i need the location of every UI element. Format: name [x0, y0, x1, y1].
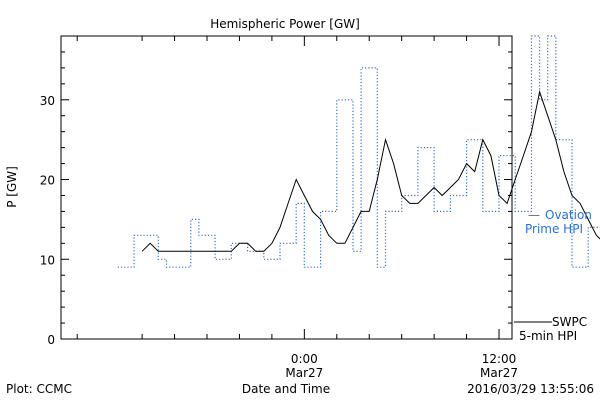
legend-ovation-line1: Ovation [545, 208, 592, 222]
series-ovation-line [117, 35, 600, 268]
legend-swpc-line1: SWPC [552, 315, 587, 329]
legend-ovation-marker: — [528, 208, 540, 222]
x-tick-date: Mar27 [480, 366, 518, 380]
x-tick-time: 12:00 [482, 352, 517, 366]
y-tick-label: 0 [47, 333, 55, 347]
y-axis: 0 10 20 30 [40, 51, 512, 347]
x-tick-date: Mar27 [285, 366, 323, 380]
footer-timestamp: 2016/03/29 13:55:06 [467, 382, 594, 396]
plot-frame [60, 35, 513, 340]
y-tick-label: 30 [40, 94, 55, 108]
series-layer [117, 35, 600, 268]
chart-title: Hemispheric Power [GW] [210, 17, 360, 31]
series-swpc-line [141, 89, 600, 252]
legend-ovation-line2: Prime HPI [525, 222, 583, 236]
x-axis: 0:00Mar2712:00Mar270:00Mar2812:00Mar280:… [76, 36, 518, 380]
legend-swpc: SWPC 5-min HPI [514, 315, 587, 343]
y-tick-label: 20 [40, 174, 55, 188]
x-axis-label: Date and Time [242, 382, 330, 396]
y-axis-label: P [GW] [5, 166, 19, 208]
y-tick-label: 10 [40, 253, 55, 267]
footer-left: Plot: CCMC [6, 382, 72, 396]
x-tick-time: 0:00 [291, 352, 318, 366]
legend-swpc-line2: 5-min HPI [519, 329, 577, 343]
legend-ovation: — Ovation Prime HPI [525, 208, 592, 236]
